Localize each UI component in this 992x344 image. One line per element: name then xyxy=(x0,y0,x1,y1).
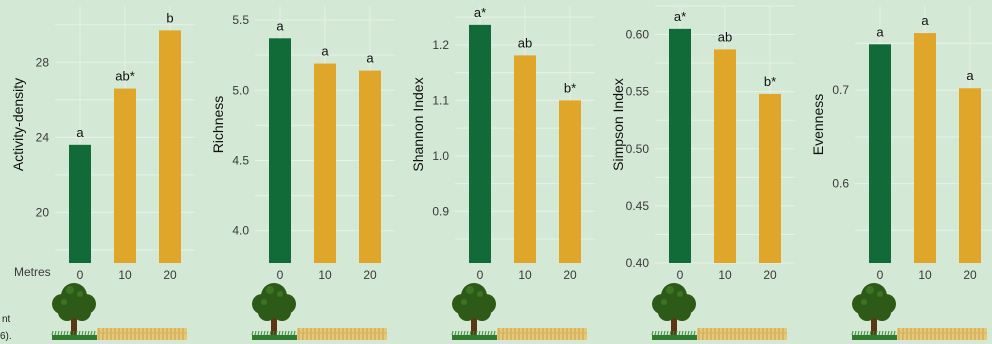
y-tick-label: 0.6 xyxy=(832,177,849,191)
bar-10m xyxy=(514,55,536,263)
crop-strip-icon xyxy=(297,328,387,340)
grass-strip-icon xyxy=(451,330,497,340)
tree-icon xyxy=(652,283,696,338)
bar-0m xyxy=(869,44,891,264)
bar-0m xyxy=(469,24,491,263)
significance-letter: a xyxy=(76,125,84,140)
significance-letter: a xyxy=(366,51,374,66)
y-tick-label: 5.0 xyxy=(232,83,249,97)
tree-icon xyxy=(252,283,296,338)
y-tick-label: 1.2 xyxy=(432,38,449,52)
grass-strip-icon xyxy=(851,330,897,340)
bar-20m xyxy=(359,70,381,263)
x-axis-title: Metres xyxy=(14,265,51,279)
tree-icon xyxy=(52,283,96,338)
x-tick-label: 20 xyxy=(963,268,977,282)
crop-strip-icon xyxy=(97,328,187,340)
y-tick-label: 0.7 xyxy=(832,83,849,97)
y-tick-label: 20 xyxy=(36,205,50,219)
y-axis-title: Evenness xyxy=(810,94,826,155)
significance-letter: ab xyxy=(718,29,732,44)
significance-letter: ab* xyxy=(115,69,135,84)
y-axis-title: Shannon Index xyxy=(410,77,426,171)
y-axis-title: Simpson Index xyxy=(610,78,626,171)
x-tick-label: 10 xyxy=(918,268,932,282)
y-tick-label: 0.9 xyxy=(432,204,449,218)
y-tick-label: 28 xyxy=(36,55,50,69)
crop-strip-icon xyxy=(897,328,987,340)
bar-0m xyxy=(669,28,691,263)
significance-letter: a xyxy=(276,18,284,33)
significance-letter: a xyxy=(876,24,884,39)
significance-letter: a* xyxy=(474,5,486,20)
significance-letter: ab xyxy=(518,35,532,50)
x-tick-label: 20 xyxy=(563,268,577,282)
y-tick-label: 0.40 xyxy=(626,256,650,270)
x-tick-label: 0 xyxy=(77,268,84,282)
grass-strip-icon xyxy=(251,330,297,340)
y-tick-label: 4.0 xyxy=(232,224,249,238)
bar-20m xyxy=(159,30,181,264)
x-tick-label: 20 xyxy=(363,268,377,282)
x-tick-label: 20 xyxy=(763,268,777,282)
y-tick-label: 0.45 xyxy=(626,199,650,213)
x-tick-label: 10 xyxy=(118,268,132,282)
x-tick-label: 10 xyxy=(718,268,732,282)
bar-0m xyxy=(269,38,291,264)
bar-10m xyxy=(914,33,936,263)
y-axis-title: Activity-density xyxy=(10,78,26,171)
bar-10m xyxy=(314,63,336,263)
y-tick-label: 0.60 xyxy=(626,28,650,42)
bar-10m xyxy=(114,88,136,263)
grass-strip-icon xyxy=(51,330,97,340)
y-tick-label: 0.50 xyxy=(626,142,650,156)
bar-20m xyxy=(959,88,981,264)
x-tick-label: 10 xyxy=(518,268,532,282)
crop-strip-icon xyxy=(697,328,787,340)
crop-strip-icon xyxy=(497,328,587,340)
x-tick-label: 10 xyxy=(318,268,332,282)
bar-0m xyxy=(69,144,91,263)
bar-20m xyxy=(559,100,581,263)
x-tick-label: 0 xyxy=(277,268,284,282)
x-tick-label: 0 xyxy=(677,268,684,282)
significance-letter: b xyxy=(166,10,173,25)
y-tick-label: 1.1 xyxy=(432,93,449,107)
significance-letter: a xyxy=(321,44,329,59)
y-axis-title: Richness xyxy=(210,96,226,154)
y-tick-label: 1.0 xyxy=(432,149,449,163)
significance-letter: a xyxy=(966,68,974,83)
bar-20m xyxy=(759,93,781,263)
tree-icon xyxy=(452,283,496,338)
significance-letter: a xyxy=(921,13,929,28)
y-tick-label: 24 xyxy=(36,130,50,144)
footnote-fragment: 6). xyxy=(0,331,12,342)
y-tick-label: 0.55 xyxy=(626,85,650,99)
tree-icon xyxy=(852,283,896,338)
bar-10m xyxy=(714,49,736,263)
y-tick-label: 4.5 xyxy=(232,153,249,167)
y-tick-label: 5.5 xyxy=(232,13,249,27)
x-tick-label: 0 xyxy=(877,268,884,282)
significance-letter: a* xyxy=(674,9,686,24)
x-tick-label: 0 xyxy=(477,268,484,282)
x-tick-label: 20 xyxy=(163,268,177,282)
footnote-fragment: nt xyxy=(2,314,11,325)
significance-letter: b* xyxy=(764,74,776,89)
significance-letter: b* xyxy=(564,80,576,95)
grass-strip-icon xyxy=(651,330,697,340)
